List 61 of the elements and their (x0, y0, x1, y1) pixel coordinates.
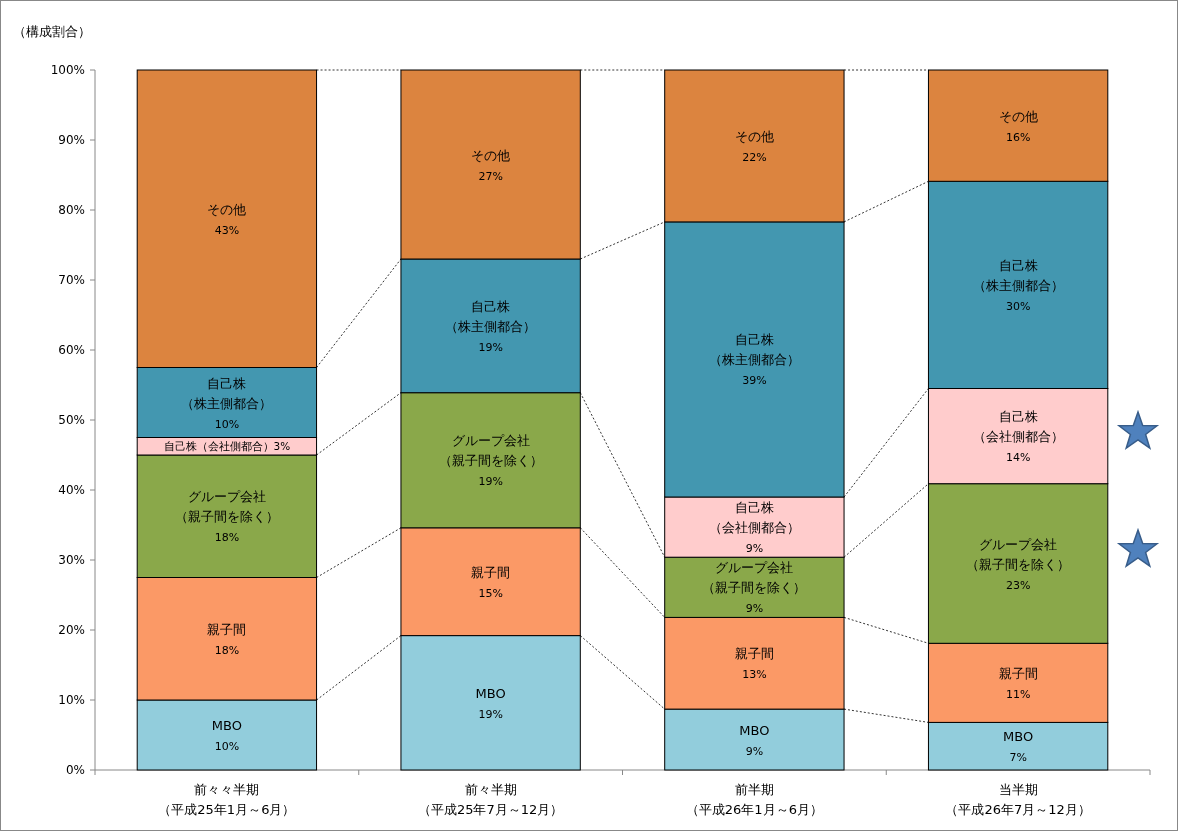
data-label: 10% (214, 417, 240, 431)
text: グループ会社（親子間を除く） (438, 433, 543, 469)
text: グループ会社（親子間を除く） (174, 489, 279, 525)
data-label: 39% (742, 374, 767, 388)
data-label: 22% (742, 150, 767, 164)
data-label: 9% (745, 602, 764, 616)
y-tick-label: 20% (58, 623, 85, 637)
series-label: 自己株（会社側都合） (708, 500, 800, 536)
y-tick-label: 30% (58, 553, 85, 567)
text: 自己株（会社側都合） (972, 409, 1064, 445)
y-tick-label: 10% (58, 693, 85, 707)
data-label: 19% (478, 707, 503, 721)
data-label: 18% (214, 531, 240, 545)
series-label: MBO (1003, 729, 1034, 745)
y-tick-label: 70% (58, 273, 85, 287)
text: 自己株（会社側都合）3% (163, 440, 291, 453)
x-tick-label: 前々々半期（平成25年1月～6月） (158, 782, 296, 817)
data-label: 7% (1009, 751, 1027, 765)
text: 親子間 (734, 646, 774, 662)
data-label: 18% (214, 643, 240, 657)
data-label: 10% (214, 740, 240, 753)
text: MBO (739, 722, 770, 738)
series-label: グループ会社（親子間を除く） (702, 560, 807, 596)
y-axis-title: （構成割合） (13, 24, 91, 39)
text: MBO (211, 718, 242, 733)
x-tick-label: 前々半期（平成25年7月～12月） (417, 782, 564, 817)
y-tick-label: 0% (65, 763, 85, 777)
data-label: 23% (1005, 578, 1031, 592)
x-tick-label: 前半期（平成26年1月～6月） (685, 782, 823, 817)
y-tick-label: 50% (58, 413, 85, 427)
x-tick-label: 当半期（平成26年7月～12月） (945, 782, 1091, 817)
text: 親子間 (471, 564, 511, 580)
text: その他 (471, 147, 511, 163)
series-label: 親子間 (998, 665, 1038, 681)
y-tick-label: 40% (58, 483, 85, 497)
text: グループ会社（親子間を除く） (966, 536, 1071, 572)
text: MBO (475, 685, 506, 701)
text: 自己株（株主側都合） (972, 257, 1064, 293)
data-label: 14% (1005, 451, 1031, 465)
data-label: 13% (742, 668, 767, 682)
text: 自己株（株主側都合） (708, 332, 800, 368)
series-label: 自己株（株主側都合） (181, 375, 273, 411)
data-label: 11% (1005, 687, 1031, 701)
data-label: 16% (1005, 130, 1031, 144)
data-label: 15% (478, 586, 503, 600)
data-label: 43% (214, 223, 240, 237)
y-tick-label: 80% (58, 203, 85, 217)
data-label: 30% (1005, 299, 1031, 313)
data-label: 27% (478, 169, 503, 183)
data-label: 9% (745, 744, 764, 758)
data-label: 9% (745, 542, 764, 556)
data-label: 19% (478, 475, 503, 489)
y-tick-label: 100% (50, 63, 85, 77)
text: その他 (734, 128, 774, 144)
data-label: 19% (478, 340, 503, 354)
text: 親子間 (207, 621, 247, 637)
text: その他 (207, 201, 247, 217)
text: 自己株（株主側都合） (445, 298, 537, 334)
y-tick-label: 60% (58, 343, 85, 357)
y-tick-label: 90% (58, 133, 85, 147)
series-label: その他 (998, 108, 1038, 124)
